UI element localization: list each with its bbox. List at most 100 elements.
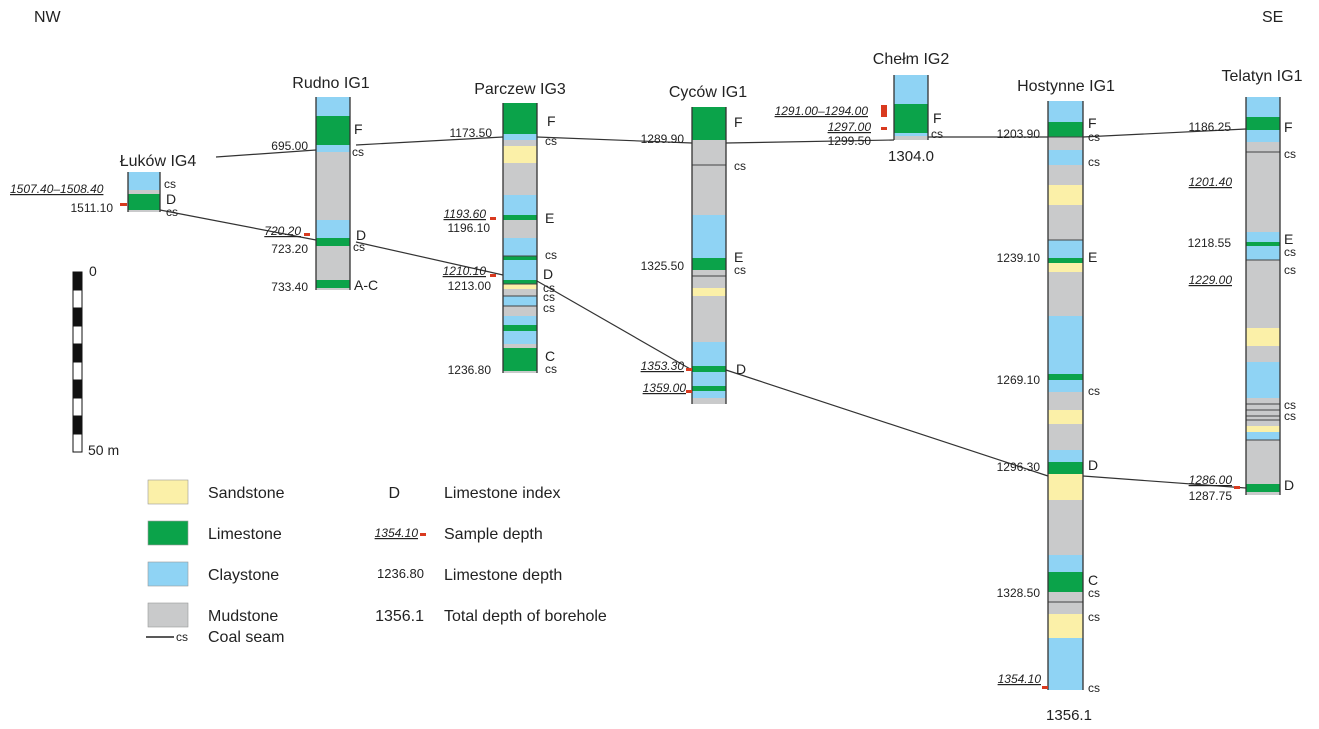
legend-key-example: 1236.80	[377, 566, 424, 581]
mudstone-layer	[1246, 152, 1280, 232]
limestone-layer	[316, 116, 350, 145]
index-label: cs	[1284, 147, 1296, 161]
claystone-layer	[1048, 450, 1083, 462]
depth-label: 1325.50	[641, 259, 685, 273]
claystone-layer	[1048, 555, 1083, 572]
claystone-layer	[692, 372, 726, 386]
correlation-line	[1082, 475, 1247, 489]
scale-segment	[72, 307, 83, 327]
sample-label: 1229.00	[1189, 273, 1233, 287]
claystone-layer	[894, 75, 928, 104]
limestone-layer	[503, 280, 537, 284]
sample-marker	[1234, 486, 1240, 489]
sample-marker	[490, 217, 496, 220]
correlation-line	[355, 136, 504, 146]
mudstone-layer	[692, 276, 726, 288]
sample-marker	[686, 390, 692, 393]
sample-label: 1291.00–1294.00	[775, 104, 869, 118]
index-label: cs	[545, 134, 557, 148]
borehole-name: Chełm IG2	[873, 51, 950, 68]
index-label: E	[734, 249, 743, 265]
sample-label: 1354.10	[998, 672, 1042, 686]
sample-label: 1210.10	[443, 264, 487, 278]
index-label: E	[1284, 231, 1293, 247]
limestone-layer	[1048, 572, 1083, 592]
scale-segment	[72, 397, 83, 417]
sample-label: 1193.60	[444, 207, 487, 221]
legend-label: Claystone	[208, 567, 279, 584]
sample-label: 1353.30	[641, 359, 685, 373]
mudstone-layer	[1048, 272, 1083, 316]
claystone-layer	[1048, 101, 1083, 122]
scale-top-label: 0	[89, 263, 97, 279]
scale-segment	[72, 433, 83, 453]
depth-label: 1218.55	[1188, 236, 1232, 250]
correlation-line	[215, 149, 317, 158]
index-label: cs	[1088, 130, 1100, 144]
sample-marker	[881, 127, 887, 130]
limestone-layer	[316, 280, 350, 288]
index-label: cs	[1284, 263, 1296, 277]
correlation-line	[355, 241, 504, 276]
index-label: cs	[1088, 155, 1100, 169]
limestone-layer	[1048, 462, 1083, 474]
scale-segment	[72, 325, 83, 345]
claystone-layer	[503, 134, 537, 140]
scale-segment	[72, 271, 83, 291]
se-label: SE	[1262, 9, 1283, 26]
mudstone-layer	[1246, 492, 1280, 495]
index-label: D	[736, 361, 746, 377]
legend-key-label: Limestone depth	[444, 567, 562, 584]
legend-key-example: 1356.1	[375, 608, 424, 625]
mudstone-layer	[1048, 424, 1083, 450]
depth-label: 1186.25	[1189, 120, 1232, 134]
correlation-lines	[159, 128, 1247, 489]
mudstone-layer	[503, 344, 537, 348]
mudstone-layer	[128, 190, 160, 194]
index-label: D	[356, 227, 366, 243]
nw-label: NW	[34, 9, 62, 26]
depth-label: 723.20	[271, 242, 308, 256]
legend-key-label: Total depth of borehole	[444, 608, 607, 625]
limestone-layer	[1048, 374, 1083, 380]
claystone-layer	[692, 391, 726, 398]
mudstone-layer	[1246, 440, 1280, 446]
claystone-layer	[1246, 232, 1280, 242]
depth-label: 695.00	[271, 139, 308, 153]
depth-label: 1269.10	[997, 373, 1041, 387]
legend-swatch-mudstone	[147, 602, 189, 628]
index-label: E	[545, 210, 554, 226]
sample-label: 1201.40	[1189, 175, 1233, 189]
borehole-telatyn	[1234, 97, 1281, 495]
borehole-name: Parczew IG3	[474, 81, 566, 98]
sandstone-layer	[1048, 474, 1083, 500]
scale-segment	[72, 361, 83, 381]
index-label: cs	[734, 263, 746, 277]
claystone-layer	[1048, 638, 1083, 690]
mudstone-layer	[1246, 260, 1280, 275]
sandstone-layer	[1048, 185, 1083, 205]
sandstone-layer	[692, 288, 726, 296]
index-label: C	[545, 348, 555, 364]
limestone-layer	[692, 366, 726, 372]
mudstone-layer	[128, 210, 160, 212]
index-label: cs	[1088, 586, 1100, 600]
legend-swatch-sandstone	[147, 479, 189, 505]
mudstone-layer	[692, 270, 726, 276]
limestone-layer	[503, 325, 537, 331]
index-label: cs	[1088, 681, 1100, 695]
legend-key-label: Limestone index	[444, 485, 561, 502]
index-label: F	[547, 113, 556, 129]
limestone-layer	[692, 386, 726, 391]
index-label: cs	[543, 281, 555, 295]
legend-label: Limestone	[208, 526, 282, 543]
mudstone-layer	[1048, 392, 1083, 410]
correlation-line	[536, 136, 693, 144]
index-label: cs	[545, 248, 557, 262]
sample-marker	[490, 274, 496, 277]
mudstone-layer	[503, 306, 537, 316]
limestone-layer	[1048, 122, 1083, 137]
index-label: cs	[543, 290, 555, 304]
depth-label: 733.40	[271, 280, 308, 294]
legend-label: Coal seam	[208, 629, 284, 646]
